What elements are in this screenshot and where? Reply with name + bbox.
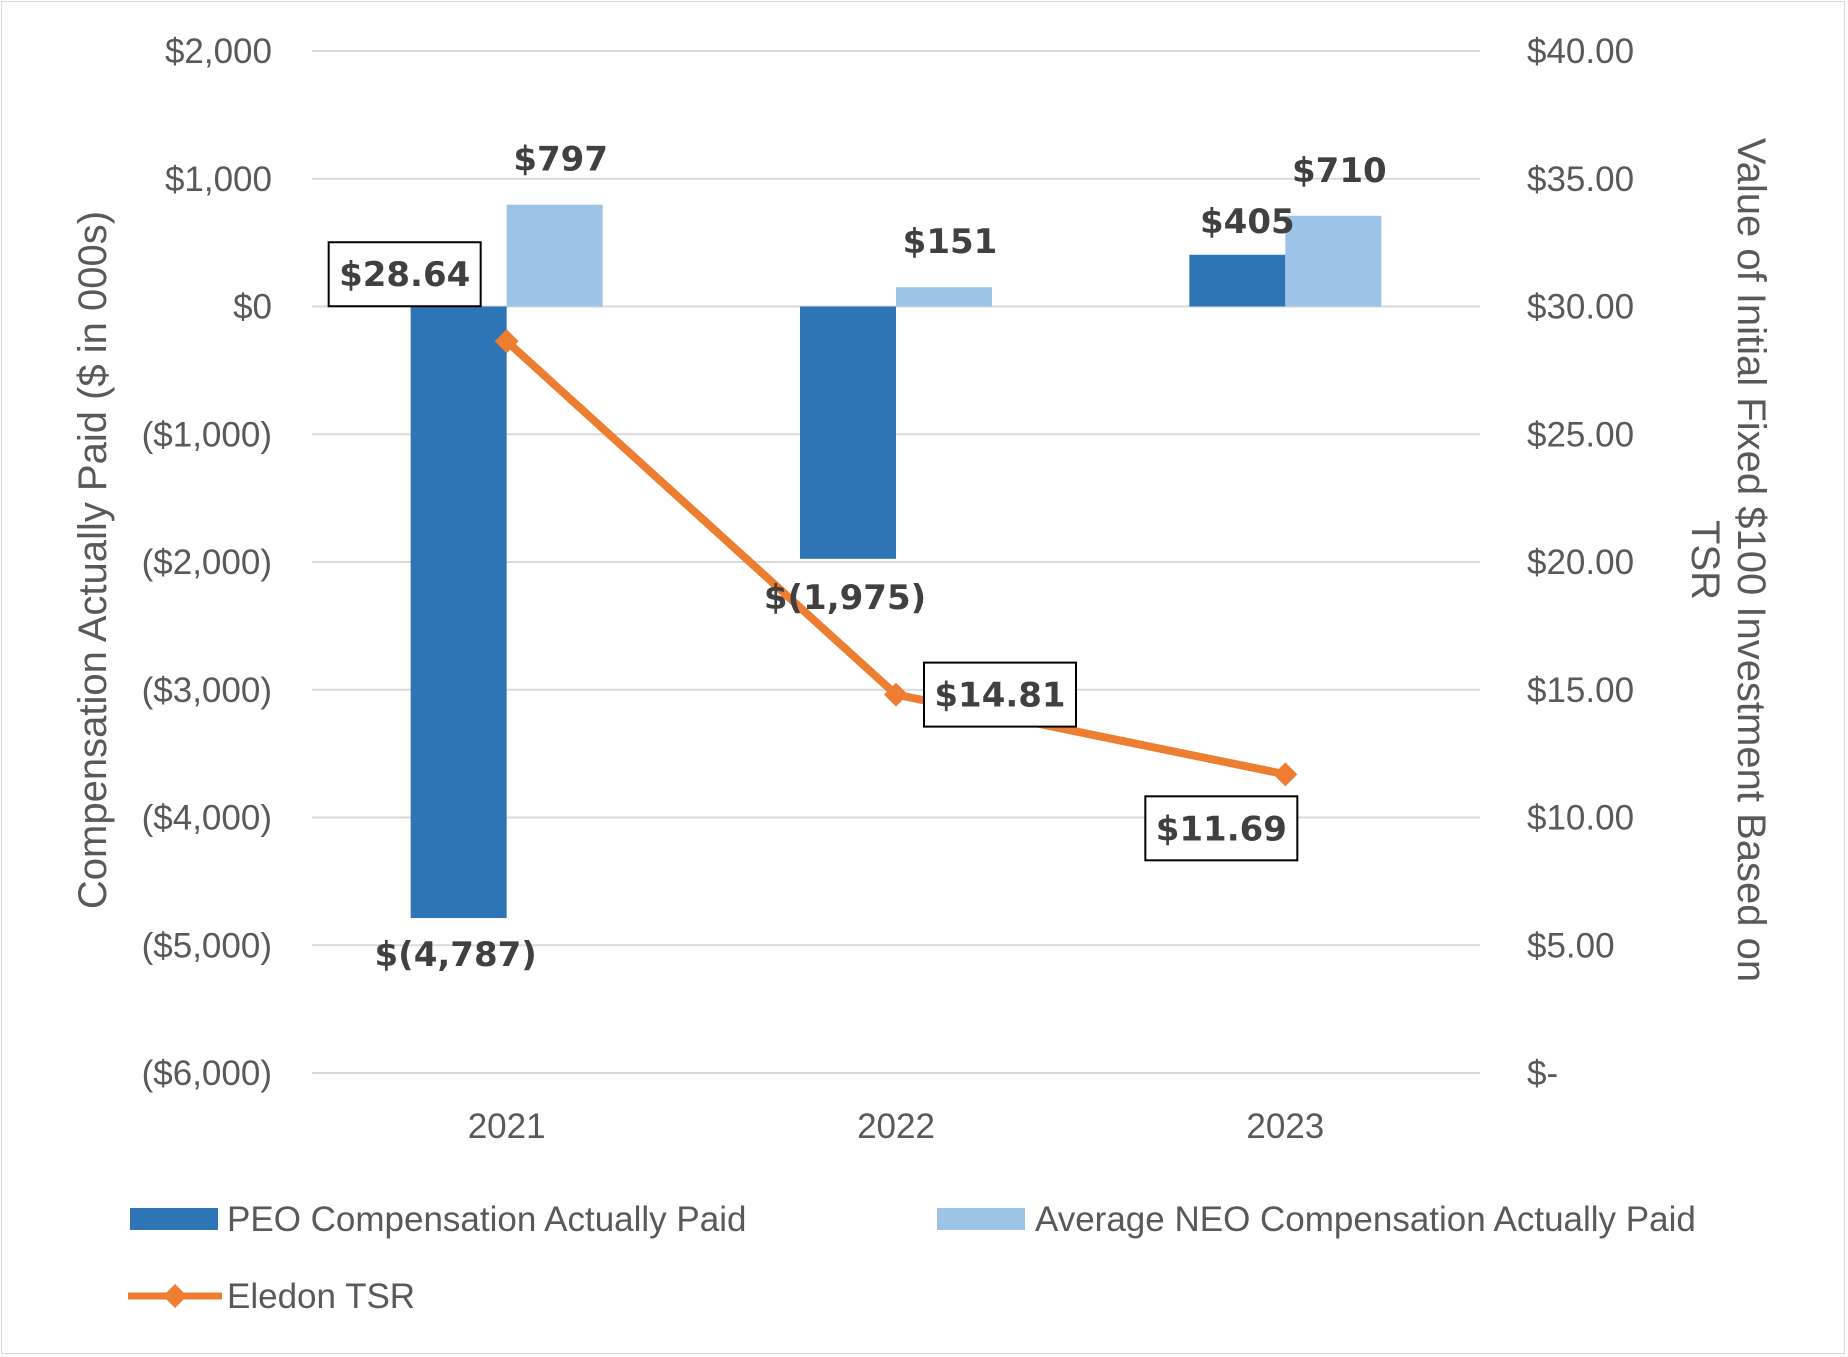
- tsr-marker: [1273, 762, 1298, 787]
- y-tick-right: $15.00: [1527, 671, 1634, 710]
- x-tick-label: 2022: [857, 1107, 935, 1146]
- data-label-neo: $710: [1292, 151, 1387, 191]
- y-tick-right: $5.00: [1527, 926, 1615, 965]
- bars: [410, 204, 1382, 919]
- legend-label-neo: Average NEO Compensation Actually Paid: [1035, 1200, 1696, 1239]
- y-tick-right: $40.00: [1527, 32, 1634, 71]
- y-tick-left: ($3,000): [142, 671, 272, 710]
- bar-neo: [896, 287, 992, 307]
- tsr-marker: [884, 682, 908, 707]
- y-tick-left: $2,000: [165, 32, 272, 71]
- y-tick-right: $35.00: [1527, 160, 1634, 199]
- data-label-tsr: $11.69: [1156, 809, 1287, 849]
- bar-peo: [800, 306, 896, 559]
- legend: PEO Compensation Actually Paid Average N…: [128, 1200, 1696, 1316]
- y-tick-left: $0: [233, 288, 272, 327]
- bar-peo: [1189, 254, 1286, 307]
- data-label-box-tsr: [1144, 795, 1299, 862]
- legend-label-peo: PEO Compensation Actually Paid: [227, 1200, 746, 1239]
- data-label-neo: $797: [513, 140, 608, 180]
- y-tick-right: $20.00: [1527, 543, 1634, 582]
- legend-marker-tsr: [163, 1284, 187, 1308]
- data-label-tsr: $28.64: [339, 255, 470, 295]
- data-labels: $(4,787) $797 $(1,975) $151 $405 $710 $28.64 $1…: [327, 140, 1387, 975]
- y-tick-right: $10.00: [1527, 799, 1634, 838]
- y-tick-left: ($5,000): [142, 926, 272, 965]
- data-label-peo: $(1,975): [764, 578, 926, 618]
- legend-swatch-neo: [937, 1208, 1025, 1230]
- y-tick-left: ($6,000): [142, 1054, 272, 1093]
- data-label-peo: $405: [1200, 202, 1295, 242]
- y-tick-left: ($4,000): [142, 799, 272, 838]
- y-axis-title-right-line1: Value of Initial Fixed $100 Investment B…: [1729, 138, 1773, 982]
- x-tick-label: 2023: [1246, 1107, 1324, 1146]
- y-tick-right: $-: [1527, 1054, 1558, 1093]
- y-tick-left: ($1,000): [142, 415, 272, 454]
- data-label-box-tsr: [327, 241, 482, 308]
- legend-label-tsr: Eledon TSR: [227, 1277, 415, 1316]
- y-axis-title-right-line2: TSR: [1683, 520, 1727, 600]
- data-label-peo: $(4,787): [375, 935, 537, 975]
- data-label-tsr: $14.81: [934, 676, 1065, 716]
- bar-neo: [1285, 215, 1382, 307]
- y-axis-title-left: Compensation Actually Paid ($ in 000s): [71, 211, 115, 909]
- tsr-line: [494, 329, 1298, 787]
- x-tick-label: 2021: [468, 1107, 546, 1146]
- bar-neo: [506, 204, 603, 307]
- data-label-box-tsr: [923, 661, 1077, 728]
- legend-swatch-peo: [130, 1208, 218, 1230]
- y-tick-right: $30.00: [1527, 288, 1634, 327]
- y-tick-left: $1,000: [165, 160, 272, 199]
- y-tick-left: ($2,000): [142, 543, 272, 582]
- tsr-marker: [494, 329, 519, 354]
- bar-peo: [410, 306, 507, 919]
- axes: $2,000 $1,000 $0 ($1,000) ($2,000) ($3,000) ($…: [142, 32, 1634, 1146]
- data-label-neo: $151: [903, 222, 998, 262]
- y-tick-right: $25.00: [1527, 415, 1634, 454]
